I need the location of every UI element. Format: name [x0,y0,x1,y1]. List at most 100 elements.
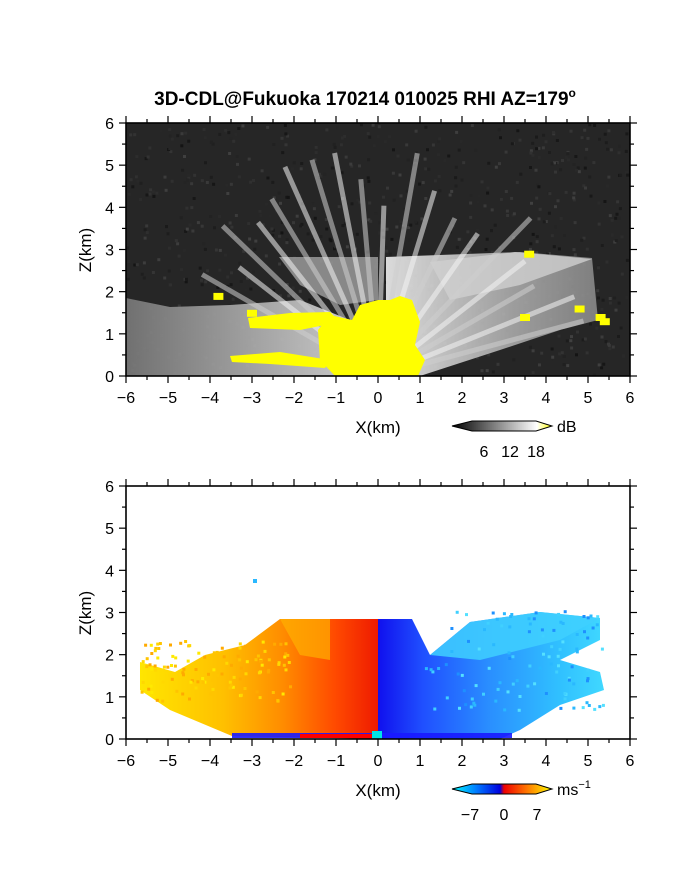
velocity-speck [586,677,590,681]
noise-speck [491,370,495,374]
noise-speck [624,171,628,174]
velocity-speck [238,658,242,662]
noise-speck [280,221,284,224]
noise-speck [600,244,604,247]
noise-speck [392,198,396,202]
noise-speck [535,135,538,139]
velocity-speck [161,699,165,703]
noise-speck [200,278,203,282]
noise-speck [299,167,303,171]
velocity-speck [544,692,548,695]
velocity-speck [188,697,191,701]
noise-speck [239,280,243,283]
noise-speck [306,232,310,236]
velocity-speck [511,682,515,686]
noise-speck [459,237,463,241]
noise-speck [535,147,539,151]
reflectivity-colorbar-scale [451,420,554,432]
velocity-speck [266,670,270,674]
velocity-speck [140,690,144,694]
noise-speck [487,161,491,165]
velocity-speck [284,668,288,672]
noise-speck [560,351,564,355]
velocity-specks [140,610,605,712]
noise-speck [457,148,461,152]
velocity-y-tick-labels: 0 1 2 3 4 5 6 [105,479,114,749]
velocity-speck [511,655,515,659]
noise-speck [218,132,222,136]
noise-speck [552,131,555,135]
velocity-speck [600,647,604,651]
velocity-speck [287,661,291,664]
velocity-speck [168,674,172,678]
noise-speck [529,151,533,155]
noise-speck [166,232,170,236]
velocity-speck [145,665,149,669]
noise-speck [582,136,586,140]
noise-speck [575,353,578,357]
noise-speck [483,204,487,208]
noise-speck [618,144,621,148]
noise-speck [409,223,413,227]
noise-speck [164,188,168,192]
velocity-speck [507,651,511,655]
velocity-speck [284,652,288,656]
velocity-speck [153,664,157,668]
noise-speck [224,253,227,257]
velocity-speck [445,696,449,700]
noise-speck [516,129,520,133]
velocity-speck [153,649,157,653]
noise-speck [271,180,275,184]
noise-speck [278,234,282,238]
noise-speck [572,248,576,252]
velocity-speck [277,661,281,665]
velocity-speck [474,684,478,688]
velocity-speck [555,670,559,674]
velocity-speck [267,658,271,662]
noise-speck [475,356,479,360]
noise-speck [325,181,329,185]
velocity-speck [170,677,174,681]
noise-speck [341,224,345,228]
strong-echo-patch [524,250,535,258]
noise-speck [437,139,441,143]
velocity-speck [145,657,149,661]
strong-echo-patches [213,250,610,326]
noise-speck [448,193,452,197]
velocity-speck [424,667,428,671]
noise-speck [325,227,329,231]
noise-speck [592,373,596,376]
noise-speck [131,185,135,189]
noise-speck [366,132,370,136]
noise-speck [136,179,140,183]
velocity-speck [244,644,248,648]
noise-speck [395,225,399,229]
noise-speck [371,123,375,127]
velocity-speck [149,684,153,688]
noise-speck [588,123,592,127]
velocity-speck [556,654,560,658]
noise-speck [469,201,473,205]
noise-speck [133,133,137,137]
noise-speck [565,339,569,343]
noise-speck [279,201,282,205]
velocity-speck [211,692,215,696]
noise-speck [340,171,344,175]
noise-speck [334,245,337,249]
velocity-colorbar-tick-7: 7 [533,807,542,824]
noise-speck [505,209,509,213]
noise-speck [383,140,387,144]
noise-speck [280,136,284,140]
velocity-field [126,486,630,739]
noise-speck [606,184,610,188]
noise-speck [552,245,556,249]
noise-speck [259,214,263,217]
strong-echo-patch [574,305,585,313]
strong-echo-core [318,296,425,376]
velocity-speck [220,646,224,650]
noise-speck [139,198,143,201]
noise-speck [415,151,418,154]
noise-speck [597,266,600,270]
noise-speck [349,162,353,166]
noise-speck [205,181,209,184]
